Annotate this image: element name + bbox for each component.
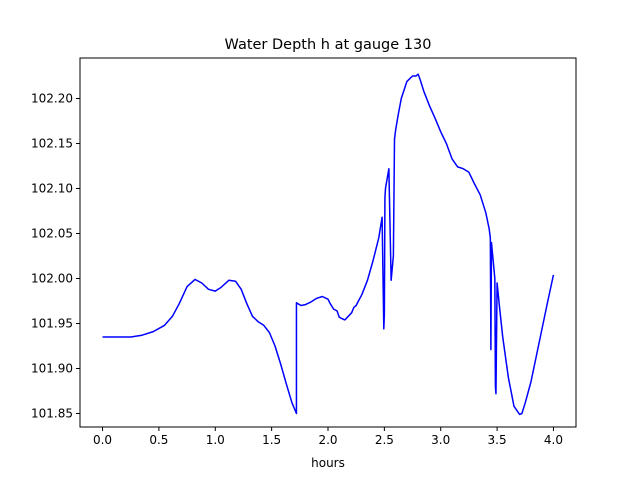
y-tick-label: 102.05 <box>31 227 73 241</box>
y-tick-label: 101.95 <box>31 317 73 331</box>
x-axis-label: hours <box>311 456 345 470</box>
x-tick-label: 0.0 <box>93 433 112 447</box>
x-tick-label: 4.0 <box>544 433 563 447</box>
y-tick-label: 101.85 <box>31 407 73 421</box>
x-tick-label: 3.5 <box>488 433 507 447</box>
series-line-0 <box>102 73 555 416</box>
x-tick-label: 0.5 <box>149 433 168 447</box>
y-axis-ticks: 101.85 101.90 101.95 102.00 102.05 102.10 102.… <box>31 92 80 421</box>
y-tick-label: 102.10 <box>31 182 73 196</box>
x-tick-label: 1.5 <box>262 433 281 447</box>
y-tick-label: 102.20 <box>31 92 73 106</box>
plot-content <box>102 73 555 416</box>
plot-frame <box>79 57 577 428</box>
chart-title: Water Depth h at gauge 130 <box>225 37 432 53</box>
x-tick-label: 1.0 <box>206 433 225 447</box>
y-tick-label: 102.00 <box>31 272 73 286</box>
x-tick-label: 3.0 <box>431 433 450 447</box>
x-axis-ticks: 0.0 0.5 1.0 1.5 2.0 2.5 3.0 3.5 4.0 <box>93 427 563 447</box>
y-tick-label: 102.15 <box>31 137 73 151</box>
x-tick-label: 2.5 <box>375 433 394 447</box>
y-tick-label: 101.90 <box>31 362 73 376</box>
x-tick-label: 2.0 <box>318 433 337 447</box>
